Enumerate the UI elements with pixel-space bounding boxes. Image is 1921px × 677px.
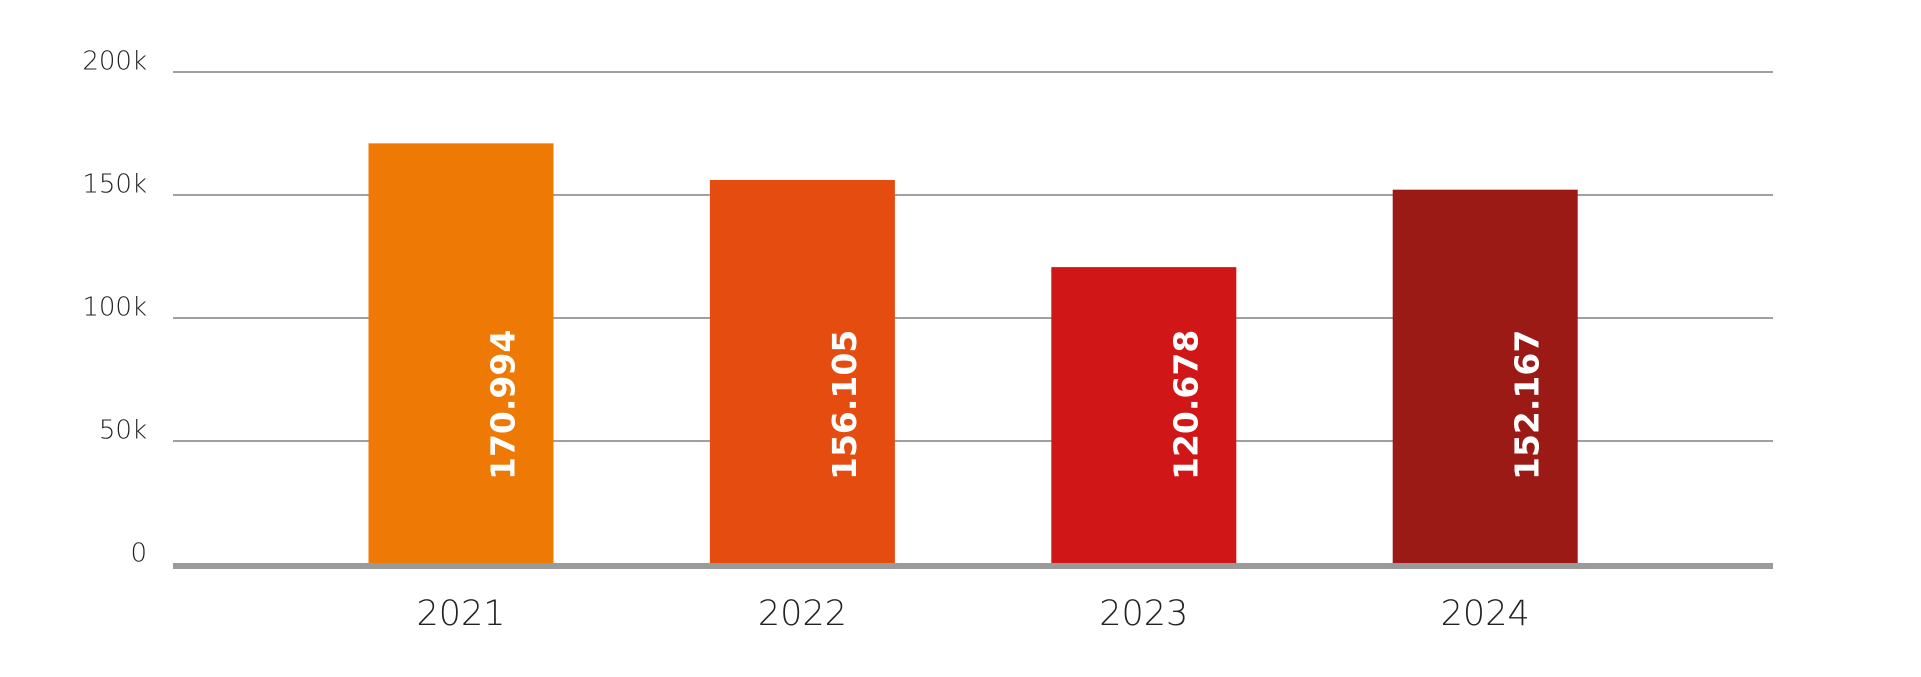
bar — [709, 179, 895, 565]
x-tick-label: 2021 — [416, 594, 505, 634]
value-label: 170.994 — [484, 330, 523, 480]
y-tick-label: 100k — [82, 293, 147, 323]
value-label: 152.167 — [1508, 330, 1547, 480]
y-tick-label: 150k — [82, 170, 147, 200]
y-tick-label: 200k — [82, 47, 147, 77]
x-tick-label: 2022 — [758, 594, 847, 634]
y-tick-label: 0 — [130, 539, 147, 569]
value-label: 156.105 — [825, 330, 864, 480]
bar — [368, 143, 554, 564]
x-tick-label: 2023 — [1099, 594, 1188, 634]
x-tick-label: 2024 — [1441, 594, 1530, 634]
bar — [1392, 189, 1578, 564]
value-label: 120.678 — [1166, 330, 1205, 480]
y-tick-label: 50k — [99, 416, 147, 446]
bar — [1051, 267, 1237, 564]
